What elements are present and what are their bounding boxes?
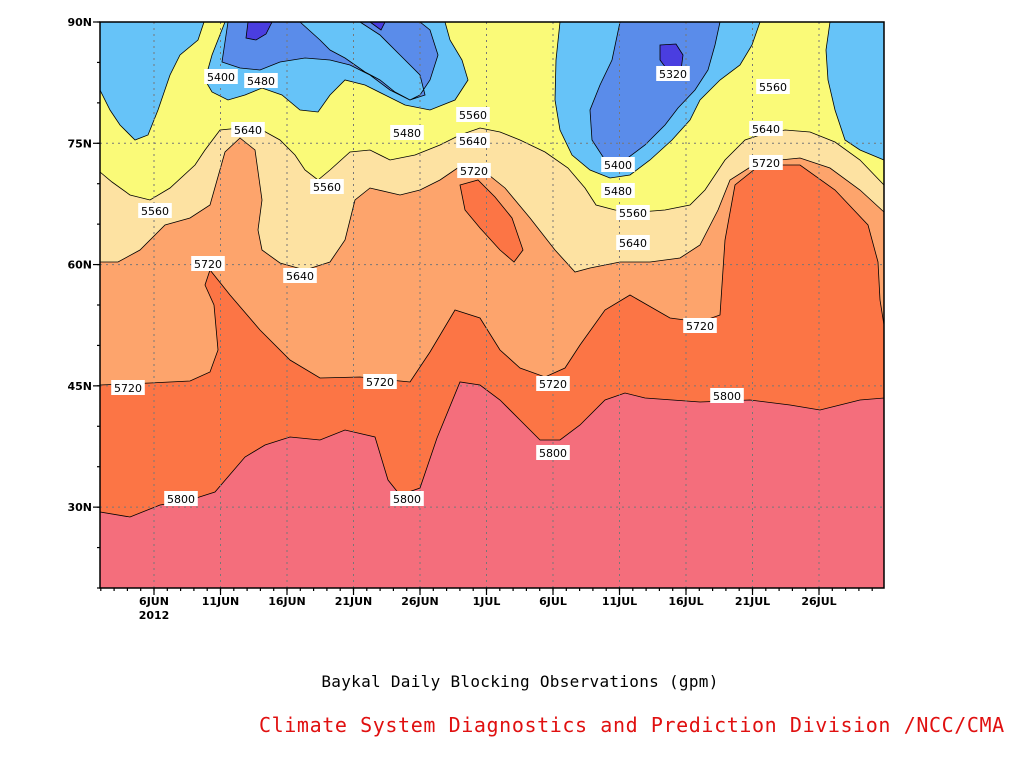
contour-label: 5640 — [749, 121, 783, 136]
contour-label: 5800 — [164, 491, 198, 506]
svg-text:5560: 5560 — [313, 181, 341, 194]
contour-label: 5560 — [756, 79, 790, 94]
svg-text:5480: 5480 — [247, 75, 275, 88]
svg-text:5640: 5640 — [459, 135, 487, 148]
svg-text:5720: 5720 — [114, 382, 142, 395]
x-tick-label: 11JUN — [202, 595, 240, 608]
contour-label: 5560 — [616, 205, 650, 220]
contour-label: 5640 — [456, 133, 490, 148]
svg-text:5320: 5320 — [659, 68, 687, 81]
contour-label: 5720 — [363, 374, 397, 389]
svg-text:5720: 5720 — [752, 157, 780, 170]
svg-text:5640: 5640 — [234, 124, 262, 137]
band-above-5800 — [99, 381, 885, 589]
contour-label: 5480 — [601, 183, 635, 198]
contour-label: 5720 — [536, 376, 570, 391]
svg-text:5560: 5560 — [459, 109, 487, 122]
y-tick-label: 60N — [67, 259, 92, 272]
svg-text:5800: 5800 — [713, 390, 741, 403]
contour-label: 5720 — [457, 163, 491, 178]
svg-text:5640: 5640 — [286, 270, 314, 283]
svg-text:5400: 5400 — [604, 159, 632, 172]
contour-label: 5800 — [390, 491, 424, 506]
x-tick-label: 6JUL — [539, 595, 567, 608]
y-tick-label: 30N — [67, 501, 92, 514]
svg-text:5560: 5560 — [759, 81, 787, 94]
y-tick-label: 90N — [67, 16, 92, 29]
contour-label: 5720 — [683, 318, 717, 333]
x-tick-label: 21JUN — [335, 595, 373, 608]
contour-label: 5640 — [283, 268, 317, 283]
svg-text:5720: 5720 — [366, 376, 394, 389]
contour-label: 5400 — [204, 69, 238, 84]
svg-text:5720: 5720 — [460, 165, 488, 178]
credit-line: Climate System Diagnostics and Predictio… — [259, 713, 1005, 737]
svg-text:5800: 5800 — [539, 447, 567, 460]
x-tick-label: 16JUL — [668, 595, 703, 608]
band-5320-5400 — [221, 21, 721, 161]
y-tick-label: 45N — [67, 380, 92, 393]
axis-ticks — [93, 21, 873, 595]
y-tick-label: 75N — [67, 137, 92, 150]
svg-text:5800: 5800 — [393, 493, 421, 506]
svg-text:5480: 5480 — [393, 127, 421, 140]
contour-label: 5720 — [749, 155, 783, 170]
contour-label: 5640 — [616, 235, 650, 250]
svg-text:5640: 5640 — [619, 237, 647, 250]
svg-text:5640: 5640 — [752, 123, 780, 136]
contour-label: 5400 — [601, 157, 635, 172]
svg-text:5560: 5560 — [141, 205, 169, 218]
contour-label: 5560 — [310, 179, 344, 194]
svg-text:5720: 5720 — [539, 378, 567, 391]
x-axis-labels: 6JUN 11JUN 16JUN 21JUN 26JUN 1JUL 6JUL 11JUL 16J… — [139, 595, 837, 608]
contour-label: 5560 — [456, 107, 490, 122]
y-axis-labels: 30N 45N 60N 75N 90N — [67, 16, 92, 514]
svg-text:5400: 5400 — [207, 71, 235, 84]
svg-text:5720: 5720 — [194, 258, 222, 271]
x-axis-year-label: 2012 — [139, 609, 170, 622]
contour-label: 5800 — [710, 388, 744, 403]
x-tick-label: 11JUL — [602, 595, 637, 608]
svg-text:5800: 5800 — [167, 493, 195, 506]
band-5720-island — [459, 179, 524, 263]
contour-label: 5640 — [231, 122, 265, 137]
contour-label: 5480 — [390, 125, 424, 140]
contour-labels: 5400 5480 5320 5560 5640 5480 5560 5640 5720 5560… — [111, 66, 790, 506]
svg-text:5720: 5720 — [686, 320, 714, 333]
contour-label: 5720 — [111, 380, 145, 395]
contour-label: 5320 — [656, 66, 690, 81]
contour-label: 5720 — [191, 256, 225, 271]
contour-label: 5480 — [244, 73, 278, 88]
contour-label: 5560 — [138, 203, 172, 218]
x-tick-label: 26JUN — [401, 595, 439, 608]
contour-label: 5800 — [536, 445, 570, 460]
svg-text:5480: 5480 — [604, 185, 632, 198]
svg-text:5560: 5560 — [619, 207, 647, 220]
chart-title: Baykal Daily Blocking Observations (gpm) — [321, 672, 719, 691]
x-tick-label: 6JUN — [139, 595, 169, 608]
x-tick-label: 26JUL — [801, 595, 836, 608]
x-tick-label: 21JUL — [735, 595, 770, 608]
x-tick-label: 16JUN — [268, 595, 306, 608]
contour-fills — [99, 21, 885, 589]
x-tick-label: 1JUL — [473, 595, 501, 608]
